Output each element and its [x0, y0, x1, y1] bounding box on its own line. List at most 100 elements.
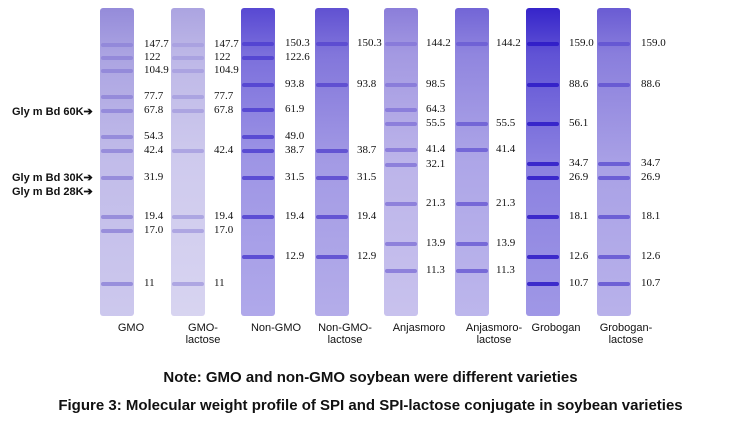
gel-band — [385, 163, 417, 167]
gel-band — [316, 149, 348, 153]
gel-band — [242, 176, 274, 180]
mw-label: 88.6 — [569, 78, 589, 90]
lane-label: Anjasmoro — [392, 322, 446, 334]
mw-label: 42.4 — [144, 144, 164, 156]
gel-band — [316, 176, 348, 180]
gel-band — [385, 202, 417, 206]
gel-band — [101, 43, 133, 47]
mw-label: 104.9 — [144, 64, 169, 76]
gel-band — [527, 215, 559, 219]
mw-label: 55.5 — [426, 117, 446, 129]
gel-band — [242, 83, 274, 87]
gel-band — [527, 255, 559, 259]
mw-label: 17.0 — [144, 224, 164, 236]
gel-lane-3 — [241, 8, 275, 316]
mw-label: 11 — [144, 277, 155, 289]
mw-label: 26.9 — [569, 171, 589, 183]
mw-label: 12.6 — [569, 250, 589, 262]
gel-band — [172, 149, 204, 153]
mw-label: 150.3 — [357, 37, 382, 49]
lane-label: Non-GMO — [250, 322, 302, 334]
gel-band — [242, 255, 274, 259]
gel-band — [172, 43, 204, 47]
figure-note: Note: GMO and non-GMO soybean were diffe… — [163, 369, 578, 386]
mw-label: 26.9 — [641, 171, 661, 183]
gel-band — [385, 242, 417, 246]
mw-label: 32.1 — [426, 158, 446, 170]
mw-label: 77.7 — [214, 90, 234, 102]
gel-band — [385, 122, 417, 126]
gel-band — [598, 282, 630, 286]
gel-band — [172, 282, 204, 286]
mw-label: 38.7 — [285, 144, 305, 156]
gel-band — [172, 95, 204, 99]
mw-label: 49.0 — [285, 130, 305, 142]
gel-image — [100, 8, 631, 316]
mw-label: 122 — [144, 51, 161, 63]
mw-label: 61.9 — [285, 103, 305, 115]
lane-label: Grobogan-lactose — [599, 322, 653, 346]
gel-band — [242, 215, 274, 219]
mw-label: 19.4 — [144, 210, 164, 222]
mw-label: 88.6 — [641, 78, 661, 90]
gel-band — [385, 108, 417, 112]
gel-band — [527, 162, 559, 166]
gel-band — [456, 269, 488, 273]
mw-label: 34.7 — [569, 157, 589, 169]
mw-label: 12.9 — [357, 250, 377, 262]
gel-band — [456, 42, 488, 46]
marker-gly-28k: Gly m Bd 28K➔ — [12, 186, 93, 198]
gel-lane-2 — [171, 8, 205, 316]
mw-label: 144.2 — [496, 37, 521, 49]
mw-label: 150.3 — [285, 37, 310, 49]
gel-band — [456, 202, 488, 206]
gel-band — [385, 269, 417, 273]
gel-lane-1 — [100, 8, 134, 316]
lane-label: Grobogan — [531, 322, 581, 334]
mw-label: 41.4 — [426, 143, 446, 155]
gel-band — [101, 215, 133, 219]
gel-band — [101, 95, 133, 99]
gel-band — [242, 42, 274, 46]
gel-band — [527, 282, 559, 286]
gel-band — [172, 69, 204, 73]
mw-label: 38.7 — [357, 144, 377, 156]
gel-band — [242, 149, 274, 153]
mw-label: 159.0 — [641, 37, 666, 49]
mw-label: 42.4 — [214, 144, 234, 156]
mw-label: 31.5 — [285, 171, 305, 183]
gel-band — [527, 42, 559, 46]
gel-band — [101, 229, 133, 233]
mw-label: 67.8 — [214, 104, 234, 116]
mw-label: 122 — [214, 51, 231, 63]
mw-label: 17.0 — [214, 224, 234, 236]
gel-band — [101, 135, 133, 139]
lane-label: Anjasmoro-lactose — [465, 322, 523, 346]
figure-caption: Figure 3: Molecular weight profile of SP… — [58, 397, 683, 414]
arrow-right-icon: ➔ — [83, 106, 93, 118]
gel-band — [101, 282, 133, 286]
mw-label: 104.9 — [214, 64, 239, 76]
mw-label: 147.7 — [214, 38, 239, 50]
gel-band — [101, 69, 133, 73]
mw-label: 122.6 — [285, 51, 310, 63]
gel-band — [172, 109, 204, 113]
arrow-right-icon: ➔ — [83, 172, 93, 184]
gel-band — [101, 56, 133, 60]
mw-label: 77.7 — [144, 90, 164, 102]
gel-band — [242, 56, 274, 60]
mw-label: 144.2 — [426, 37, 451, 49]
mw-label: 159.0 — [569, 37, 594, 49]
gel-band — [316, 42, 348, 46]
gel-band — [385, 148, 417, 152]
gel-band — [598, 215, 630, 219]
gel-band — [316, 215, 348, 219]
mw-label: 34.7 — [641, 157, 661, 169]
gel-band — [598, 176, 630, 180]
gel-lane-6 — [455, 8, 489, 316]
mw-label: 147.7 — [144, 38, 169, 50]
marker-gly-60k: Gly m Bd 60K➔ — [12, 106, 93, 118]
marker-gly-30k: Gly m Bd 30K➔ — [12, 172, 93, 184]
mw-label: 31.9 — [144, 171, 164, 183]
